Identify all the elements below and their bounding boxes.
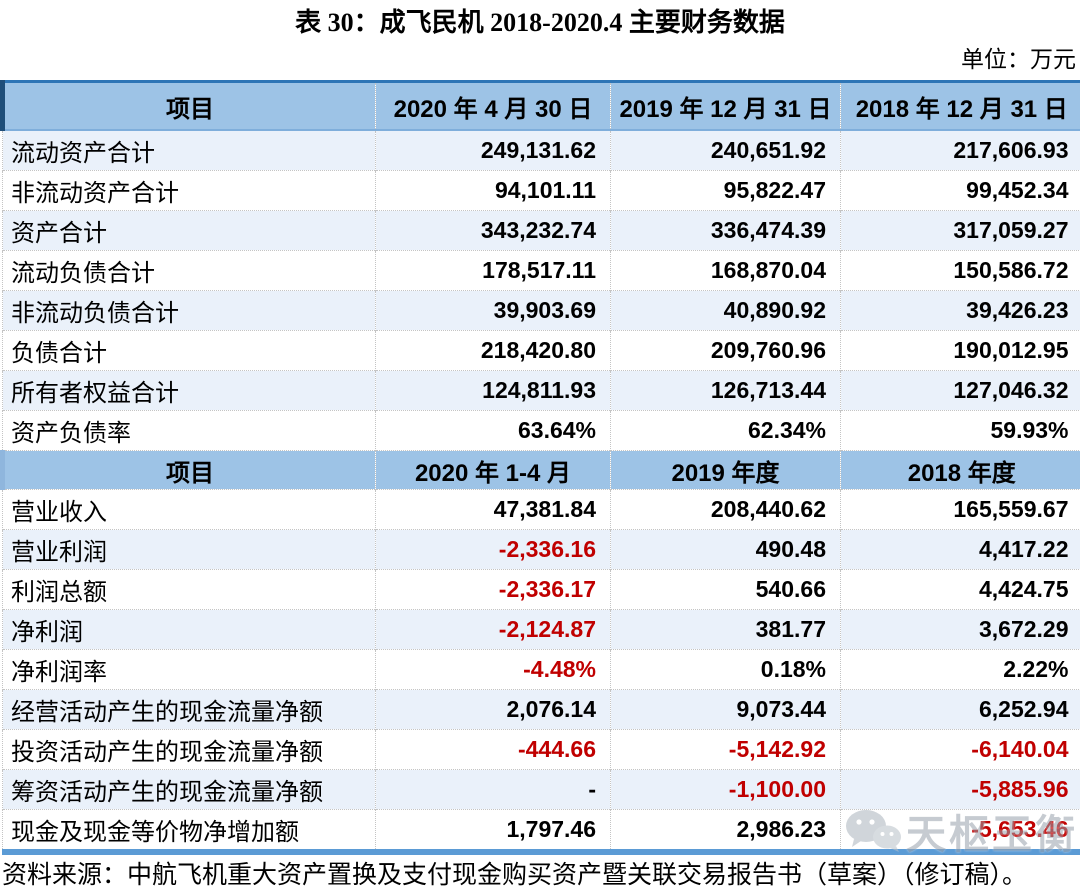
cell-value: 2,986.23 [611,810,841,853]
cell-value: -6,140.04 [841,730,1080,770]
cell-value: 218,420.80 [376,331,611,371]
row-label: 利润总额 [3,570,376,610]
cell-value: 2.22% [841,650,1080,690]
row-label: 资产负债率 [3,411,376,451]
row-label: 所有者权益合计 [3,371,376,411]
cell-value: -2,336.16 [376,530,611,570]
cell-value: - [376,770,611,810]
cell-value: 150,586.72 [841,251,1080,291]
row-label: 流动资产合计 [3,130,376,171]
header-cell: 2020 年 4 月 30 日 [376,82,611,131]
cell-value: 6,252.94 [841,690,1080,730]
cell-value: 249,131.62 [376,130,611,171]
row-label: 非流动负债合计 [3,291,376,331]
cell-value: 217,606.93 [841,130,1080,171]
cell-value: 2,076.14 [376,690,611,730]
row-label: 流动负债合计 [3,251,376,291]
cell-value: 124,811.93 [376,371,611,411]
cell-value: 4,417.22 [841,530,1080,570]
unit-note: 单位：万元 [0,46,1076,74]
cell-value: 165,559.67 [841,490,1080,530]
cell-value: 47,381.84 [376,490,611,530]
cell-value: 317,059.27 [841,211,1080,251]
row-label: 筹资活动产生的现金流量净额 [3,770,376,810]
cell-value: 190,012.95 [841,331,1080,371]
row-label: 经营活动产生的现金流量净额 [3,690,376,730]
header-cell: 2018 年度 [841,451,1080,490]
row-label: 投资活动产生的现金流量净额 [3,730,376,770]
header-cell: 项目 [3,82,376,131]
cell-value: 3,672.29 [841,610,1080,650]
cell-value: -5,653.46 [841,810,1080,853]
cell-value: 490.48 [611,530,841,570]
cell-value: 126,713.44 [611,371,841,411]
cell-value: 40,890.92 [611,291,841,331]
cell-value: 343,232.74 [376,211,611,251]
cell-value: 336,474.39 [611,211,841,251]
cell-value: 1,797.46 [376,810,611,853]
cell-value: 240,651.92 [611,130,841,171]
cell-value: 59.93% [841,411,1080,451]
cell-value: -2,124.87 [376,610,611,650]
table-row: 筹资活动产生的现金流量净额--1,100.00-5,885.96 [3,770,1080,810]
row-label: 非流动资产合计 [3,171,376,211]
cell-value: 39,426.23 [841,291,1080,331]
cell-value: -444.66 [376,730,611,770]
header-cell: 项目 [3,451,376,490]
cell-value: 99,452.34 [841,171,1080,211]
row-label: 现金及现金等价物净增加额 [3,810,376,853]
header-cell: 2019 年度 [611,451,841,490]
row-label: 净利润 [3,610,376,650]
cell-value: 62.34% [611,411,841,451]
header-cell: 2020 年 1-4 月 [376,451,611,490]
cell-value: 540.66 [611,570,841,610]
row-label: 资产合计 [3,211,376,251]
row-label: 负债合计 [3,331,376,371]
cell-value: 95,822.47 [611,171,841,211]
cell-value: 63.64% [376,411,611,451]
table-row: 投资活动产生的现金流量净额-444.66-5,142.92-6,140.04 [3,730,1080,770]
cell-value: -2,336.17 [376,570,611,610]
cell-value: 127,046.32 [841,371,1080,411]
cell-value: 168,870.04 [611,251,841,291]
row-label: 营业利润 [3,530,376,570]
cell-value: 178,517.11 [376,251,611,291]
cell-value: -5,885.96 [841,770,1080,810]
row-label: 净利润率 [3,650,376,690]
header-cell: 2019 年 12 月 31 日 [611,82,841,131]
header-cell: 2018 年 12 月 31 日 [841,82,1080,131]
cell-value: -4.48% [376,650,611,690]
cell-value: -1,100.00 [611,770,841,810]
cell-value: 39,903.69 [376,291,611,331]
cell-value: 208,440.62 [611,490,841,530]
table-row: 净利润率-4.48%0.18%2.22% [3,650,1080,690]
cell-value: 209,760.96 [611,331,841,371]
row-label: 营业收入 [3,490,376,530]
cell-value: 4,424.75 [841,570,1080,610]
cell-value: 0.18% [611,650,841,690]
table-title: 表 30：成飞民机 2018-2020.4 主要财务数据 [0,6,1080,40]
cell-value: 9,073.44 [611,690,841,730]
source-note: 资料来源：中航飞机重大资产置换及支付现金购买资产暨关联交易报告书（草案）（修订稿… [0,860,1080,892]
cell-value: -5,142.92 [611,730,841,770]
cell-value: 94,101.11 [376,171,611,211]
cell-value: 381.77 [611,610,841,650]
